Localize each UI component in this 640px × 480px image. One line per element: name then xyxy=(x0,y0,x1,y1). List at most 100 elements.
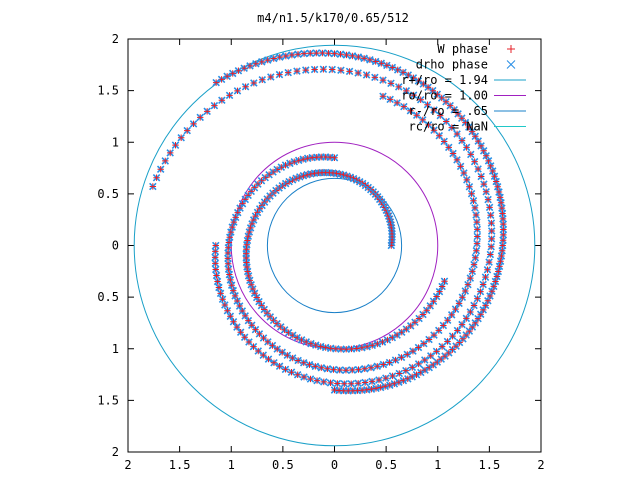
x-axis: 2 1.5 1 0.5 0 0.5 1 1.5 2 xyxy=(124,39,545,472)
legend-label: drho phase xyxy=(416,58,488,72)
w-point xyxy=(327,379,334,387)
w-point xyxy=(312,341,319,349)
w-point xyxy=(480,180,488,188)
x-tick-label: 1 xyxy=(228,458,235,472)
w-point xyxy=(212,79,220,86)
w-point xyxy=(427,352,434,360)
w-point xyxy=(250,79,258,87)
w-point xyxy=(242,83,249,90)
w-point xyxy=(434,91,441,98)
w-point xyxy=(349,52,356,60)
w-point xyxy=(425,336,433,343)
w-point xyxy=(420,340,428,347)
y-tick-label: 1.5 xyxy=(97,393,119,407)
y-tick-label: 0.5 xyxy=(97,290,119,304)
w-point xyxy=(353,345,360,352)
w-point xyxy=(463,315,470,322)
w-point xyxy=(453,130,461,138)
w-point xyxy=(270,359,278,366)
w-point xyxy=(254,180,262,188)
w-point xyxy=(487,243,495,250)
w-point xyxy=(456,339,463,346)
w-point xyxy=(460,169,468,177)
w-point xyxy=(484,196,492,203)
w-point xyxy=(270,55,277,62)
w-point xyxy=(423,307,430,314)
w-point xyxy=(457,163,464,170)
w-point xyxy=(453,156,461,164)
w-point xyxy=(496,194,504,201)
w-point xyxy=(479,281,487,288)
reference-circle xyxy=(266,177,403,314)
w-point xyxy=(355,53,362,61)
w-point xyxy=(248,322,256,329)
w-point xyxy=(226,271,233,278)
w-point xyxy=(487,251,494,258)
w-point xyxy=(448,311,455,319)
w-point xyxy=(267,313,274,321)
w-point xyxy=(379,93,387,100)
w-point xyxy=(264,56,271,64)
w-point xyxy=(293,67,301,75)
w-point xyxy=(349,366,356,374)
w-point xyxy=(463,144,470,151)
w-point xyxy=(499,210,506,217)
w-point xyxy=(263,310,271,317)
w-point xyxy=(256,330,263,338)
w-point xyxy=(495,188,503,196)
w-point xyxy=(442,118,450,125)
w-point xyxy=(449,150,457,157)
w-point xyxy=(494,183,501,190)
w-point xyxy=(473,240,481,247)
w-point xyxy=(436,132,443,139)
w-point xyxy=(400,103,408,110)
w-point xyxy=(449,332,456,340)
legend-marker-plus xyxy=(507,45,515,53)
w-point xyxy=(415,315,423,322)
w-point xyxy=(491,173,498,180)
w-point xyxy=(225,265,232,273)
w-point xyxy=(386,359,393,366)
y-axis: 2 1.5 1 0.5 0 0.5 1 1.5 2 xyxy=(97,32,541,459)
w-point xyxy=(336,366,343,374)
w-point xyxy=(474,295,481,302)
w-point xyxy=(354,380,362,387)
w-point xyxy=(383,62,391,69)
reference-circle xyxy=(133,44,536,447)
w-point xyxy=(471,204,479,212)
w-point xyxy=(419,311,427,318)
w-point xyxy=(488,235,495,243)
w-point xyxy=(379,76,387,84)
w-point xyxy=(438,94,445,102)
w-point xyxy=(441,278,448,285)
w-point xyxy=(411,319,419,326)
x-tick-label: 0 xyxy=(331,458,338,472)
w-point xyxy=(219,296,226,303)
w-point xyxy=(361,379,369,386)
w-point xyxy=(440,322,447,329)
w-point xyxy=(264,338,272,346)
w-point xyxy=(454,110,462,118)
y-tick-label: 0 xyxy=(112,239,119,253)
legend-marker-x xyxy=(506,60,516,69)
w-point xyxy=(243,263,251,271)
w-point xyxy=(458,137,466,144)
w-point xyxy=(410,91,417,99)
w-point xyxy=(337,67,345,74)
w-point xyxy=(467,308,474,316)
w-point xyxy=(366,56,374,64)
w-point xyxy=(259,76,266,83)
w-point xyxy=(342,367,350,374)
x-tick-label: 0.5 xyxy=(375,458,397,472)
w-point xyxy=(258,58,265,66)
w-point xyxy=(312,363,319,370)
w-point xyxy=(488,219,495,227)
w-point xyxy=(245,338,253,346)
w-point xyxy=(294,51,302,58)
w-point xyxy=(424,101,431,108)
legend-label: r-/ro = .65 xyxy=(409,104,488,118)
w-point xyxy=(363,386,370,394)
w-point xyxy=(265,355,272,363)
w-point xyxy=(300,50,308,57)
